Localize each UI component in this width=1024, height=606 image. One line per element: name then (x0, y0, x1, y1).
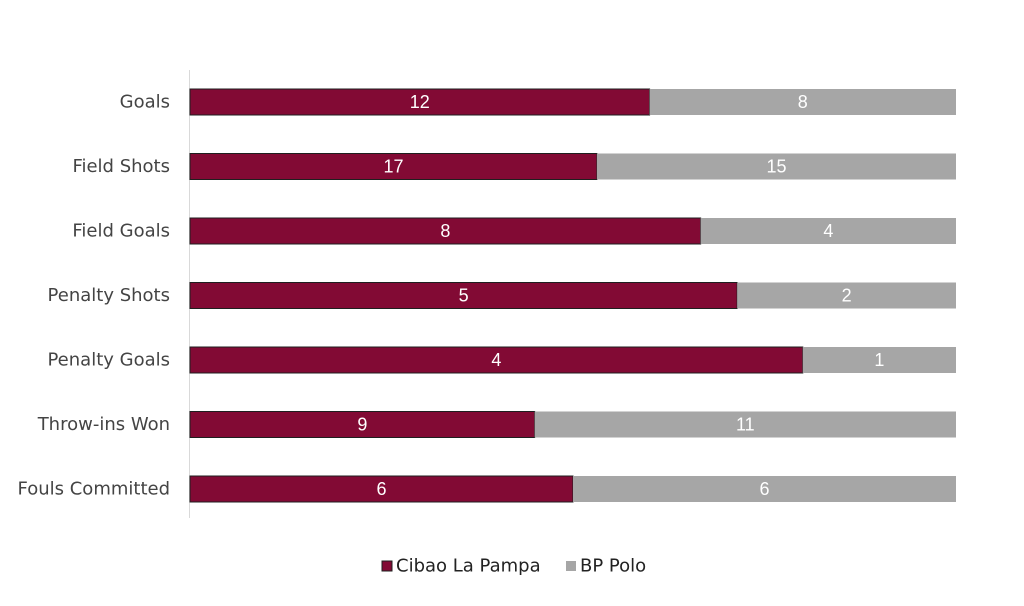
category-label-field-shots: Field Shots (72, 156, 170, 177)
value-label-cibao-la-pampa-fouls-committed: 6 (376, 479, 386, 499)
value-label-cibao-la-pampa-penalty-shots: 5 (459, 286, 469, 306)
legend-label-bp-polo: BP Polo (580, 556, 646, 577)
legend-label-cibao-la-pampa: Cibao La Pampa (396, 556, 541, 577)
value-label-cibao-la-pampa-penalty-goals: 4 (491, 350, 501, 370)
bar-cibao-la-pampa-throw-ins-won (189, 411, 536, 438)
category-label-goals: Goals (120, 92, 170, 113)
bar-cibao-la-pampa-penalty-shots (189, 282, 738, 309)
legend-swatch-cibao-la-pampa (381, 560, 393, 572)
legend-swatch-bp-polo (566, 561, 576, 571)
bar-cibao-la-pampa-penalty-goals (189, 346, 804, 374)
value-label-bp-polo-field-goals: 4 (823, 221, 833, 241)
value-label-cibao-la-pampa-throw-ins-won: 9 (357, 415, 367, 435)
value-label-bp-polo-fouls-committed: 6 (759, 479, 769, 499)
category-label-penalty-goals: Penalty Goals (47, 350, 170, 371)
legend: Cibao La Pampa BP Polo (381, 556, 646, 577)
bars-group (189, 88, 956, 503)
category-label-throw-ins-won: Throw-ins Won (37, 414, 170, 435)
bar-cibao-la-pampa-fouls-committed (189, 475, 574, 503)
value-label-bp-polo-throw-ins-won: 11 (736, 415, 755, 435)
legend-item-bp-polo: BP Polo (566, 556, 646, 577)
bar-bp-polo-penalty-shots (737, 282, 956, 309)
bar-bp-polo-fouls-committed (573, 476, 956, 502)
bar-bp-polo-field-goals (700, 218, 956, 244)
legend-item-cibao-la-pampa: Cibao La Pampa (381, 556, 541, 577)
category-label-penalty-shots: Penalty Shots (48, 285, 170, 306)
value-labels: 12 8 17 15 8 4 5 2 4 1 9 11 6 6 (357, 92, 884, 499)
bar-bp-polo-field-shots (596, 153, 956, 180)
bar-cibao-la-pampa-field-goals (189, 217, 702, 245)
value-label-bp-polo-penalty-shots: 2 (842, 286, 852, 306)
bar-bp-polo-throw-ins-won (534, 411, 956, 438)
value-label-bp-polo-goals: 8 (798, 92, 808, 112)
bar-bp-polo-goals (649, 89, 956, 115)
category-label-fouls-committed: Fouls Committed (18, 479, 171, 500)
bar-bp-polo-penalty-goals (802, 347, 956, 373)
value-label-bp-polo-penalty-goals: 1 (874, 350, 884, 370)
value-label-cibao-la-pampa-goals: 12 (410, 92, 430, 112)
category-label-field-goals: Field Goals (72, 221, 170, 242)
bar-cibao-la-pampa-field-shots (189, 153, 598, 180)
value-label-cibao-la-pampa-field-goals: 8 (440, 221, 450, 241)
value-label-cibao-la-pampa-field-shots: 17 (383, 157, 403, 177)
category-labels: Goals Field Shots Field Goals Penalty Shots… (18, 92, 171, 500)
value-label-bp-polo-field-shots: 15 (766, 157, 786, 177)
